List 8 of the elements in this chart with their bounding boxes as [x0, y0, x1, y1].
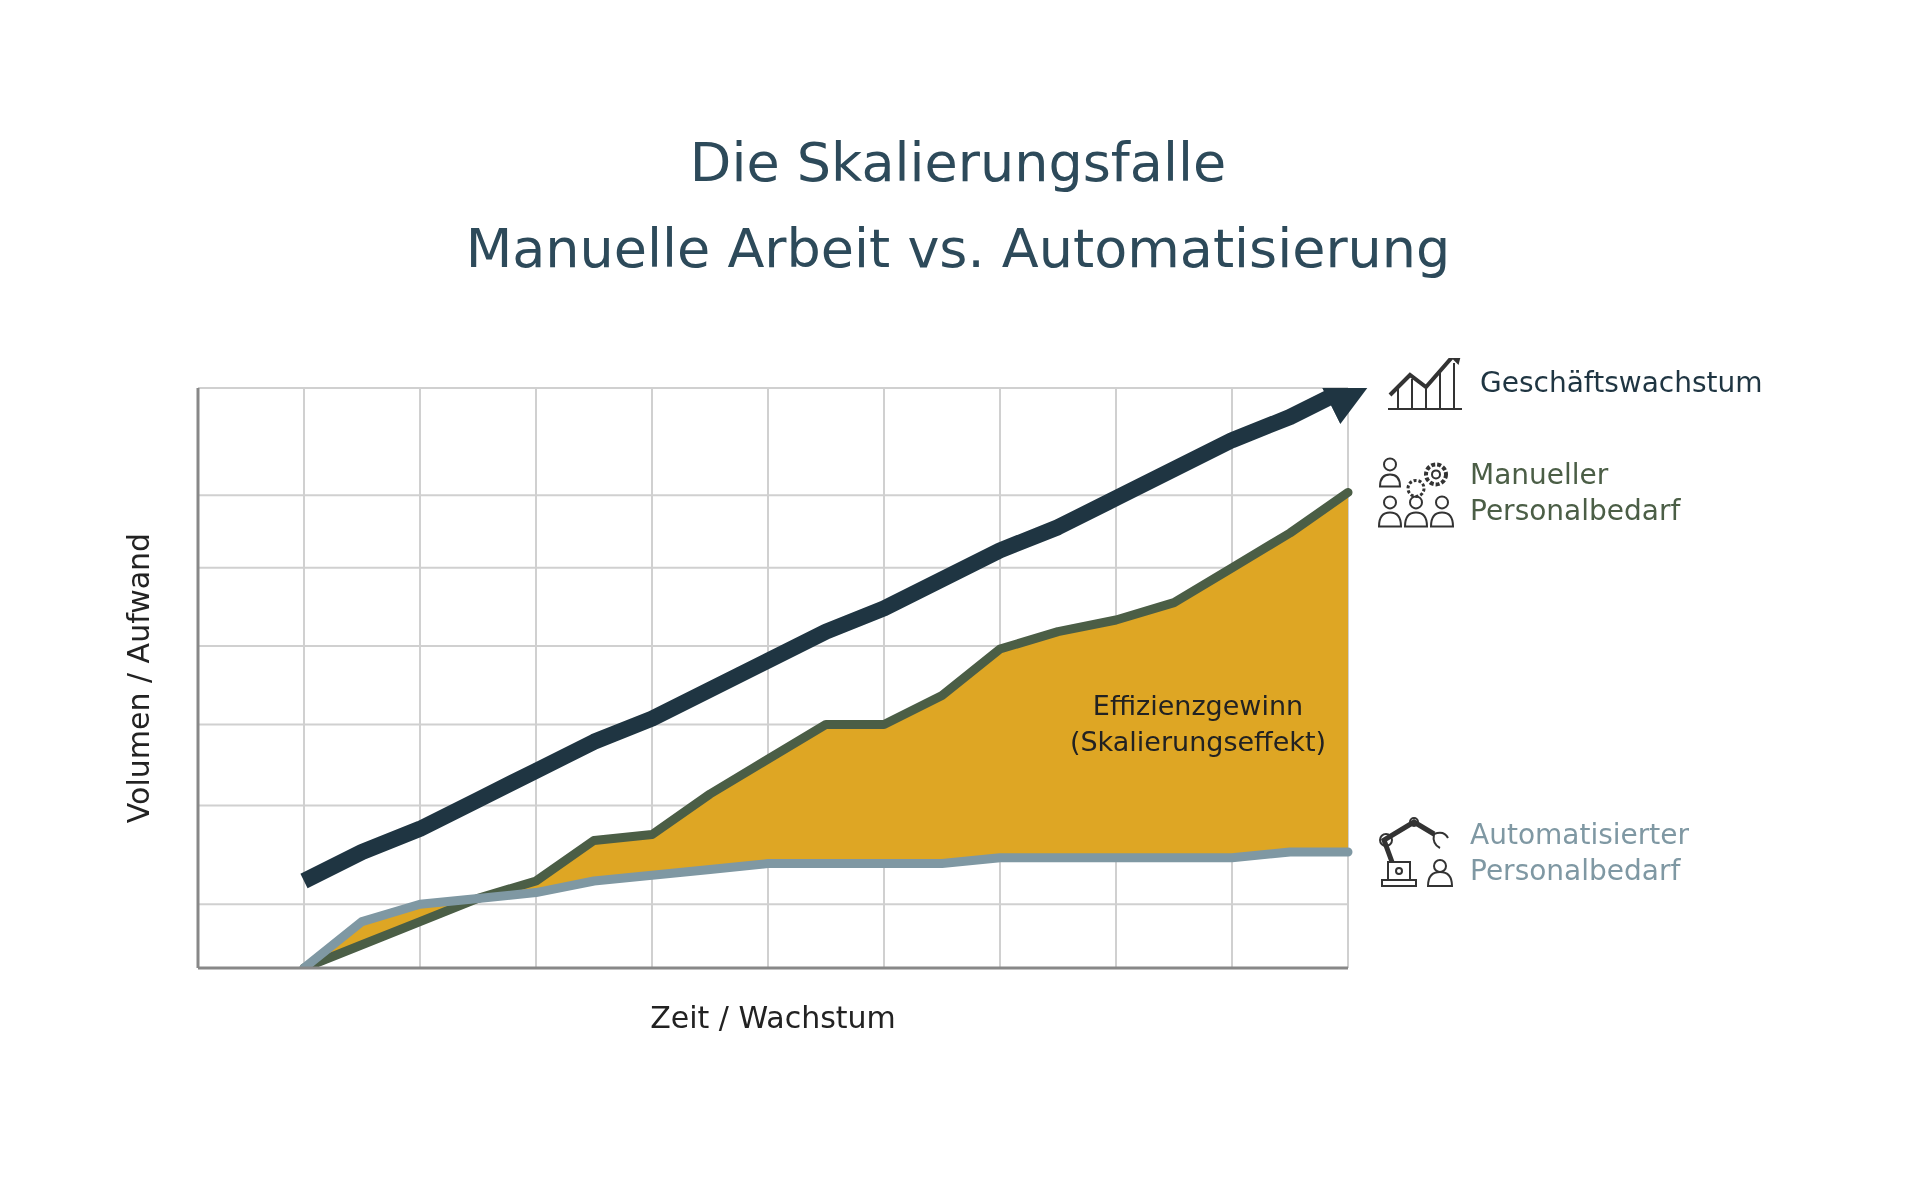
- y-axis-title: Volumen / Aufwand: [120, 532, 156, 824]
- text: Geschäftswachstum: [1480, 366, 1763, 399]
- text: Manueller Personalbedarf: [1470, 458, 1682, 528]
- chart-title: Die Skalierungsfalle: [688, 130, 1228, 196]
- text: Automatisierter Personalbedarf: [1470, 818, 1690, 887]
- annotation: Effizienzgewinn (Skalierungseffekt): [1068, 689, 1328, 759]
- chart-subtitle: Manuelle Arbeit vs. Automatisierung: [464, 216, 1452, 282]
- x-axis-title: Zeit / Wachstum: [650, 1000, 896, 1035]
